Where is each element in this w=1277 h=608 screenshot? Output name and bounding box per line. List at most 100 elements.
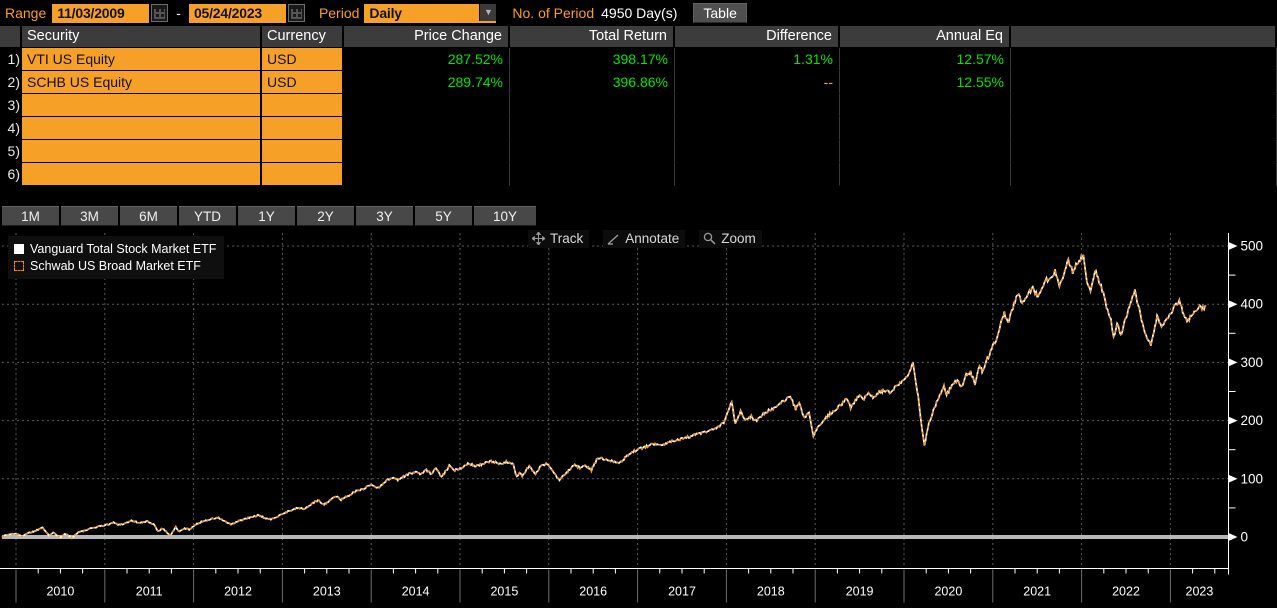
- track-label: Track: [550, 231, 584, 246]
- track-icon: [532, 232, 545, 245]
- security-input[interactable]: [22, 140, 262, 163]
- annual-eq-value: [840, 163, 1011, 186]
- table-row: 5): [0, 140, 1277, 163]
- filler-cell: [1011, 71, 1277, 94]
- price-change-value: [344, 140, 510, 163]
- white-swatch-icon: [14, 243, 24, 254]
- period-button-2y[interactable]: 2Y: [297, 206, 354, 226]
- currency-input[interactable]: [262, 140, 344, 163]
- table-row: 2) SCHB US Equity USD 289.74% 396.86% -- 12.55…: [0, 71, 1277, 94]
- track-tool[interactable]: Track: [528, 230, 590, 248]
- table-button[interactable]: Table: [693, 3, 747, 23]
- svg-text:2018: 2018: [757, 585, 785, 599]
- svg-text:200: 200: [1241, 413, 1264, 428]
- period-label: Period: [318, 5, 360, 21]
- difference-value: [675, 94, 840, 117]
- period-dropdown-value: Daily: [369, 5, 402, 21]
- period-count-value: 4950 Day(s): [601, 5, 678, 21]
- security-input[interactable]: [22, 163, 262, 186]
- svg-text:2011: 2011: [136, 585, 163, 599]
- annotate-icon: [607, 233, 619, 245]
- period-button-3y[interactable]: 3Y: [356, 206, 413, 226]
- row-number: 6): [0, 163, 22, 186]
- period-button-1y[interactable]: 1Y: [238, 206, 295, 226]
- filler-cell: [1011, 48, 1277, 71]
- difference-value: --: [675, 71, 840, 94]
- svg-text:400: 400: [1241, 297, 1264, 312]
- annual-eq-value: [840, 94, 1011, 117]
- orange-dashed-swatch-icon: [14, 260, 24, 271]
- period-dropdown[interactable]: Daily ▼: [364, 3, 497, 23]
- svg-text:2019: 2019: [846, 585, 874, 599]
- svg-text:2021: 2021: [1023, 585, 1051, 599]
- legend-item-schwab[interactable]: Schwab US Broad Market ETF: [14, 257, 216, 274]
- period-button-6m[interactable]: 6M: [120, 206, 177, 226]
- calendar-icon[interactable]: [151, 4, 169, 22]
- chevron-down-icon[interactable]: ▼: [479, 3, 497, 21]
- chart-toolbar: Track Annotate Zoom: [528, 230, 762, 248]
- annual-eq-value: [840, 117, 1011, 140]
- top-bar: Range 11/03/2009 - 05/24/2023 Period Dai…: [0, 0, 1277, 26]
- filler-cell: [1011, 94, 1277, 117]
- row-number: 4): [0, 117, 22, 140]
- price-change-value: 287.52%: [344, 48, 510, 71]
- total-return-value: [510, 117, 675, 140]
- col-header-filler: [1011, 26, 1277, 48]
- chart-legend: Vanguard Total Stock Market ETF Schwab U…: [8, 236, 225, 279]
- currency-input[interactable]: [262, 117, 344, 140]
- range-start-input[interactable]: 11/03/2009: [52, 3, 150, 23]
- zoom-icon: [704, 232, 716, 245]
- security-input[interactable]: [22, 94, 262, 117]
- currency-input[interactable]: [262, 163, 344, 186]
- chart-canvas[interactable]: 0 100 200 300 400 500 2010 2011 2012 2013 2014 2015…: [0, 228, 1277, 608]
- currency-input[interactable]: USD: [262, 48, 344, 71]
- svg-text:2020: 2020: [934, 585, 962, 599]
- total-return-value: [510, 94, 675, 117]
- table-row: 4): [0, 117, 1277, 140]
- filler-cell: [1011, 163, 1277, 186]
- price-change-value: [344, 163, 510, 186]
- range-end-input[interactable]: 05/24/2023: [188, 3, 286, 23]
- security-input[interactable]: [22, 117, 262, 140]
- svg-text:2012: 2012: [224, 585, 252, 599]
- difference-value: [675, 117, 840, 140]
- filler-cell: [1011, 117, 1277, 140]
- table-header-row: Security Currency Price Change Total Ret…: [0, 26, 1277, 48]
- difference-value: [675, 163, 840, 186]
- zoom-tool[interactable]: Zoom: [699, 230, 762, 248]
- chart-panel: 0 100 200 300 400 500 2010 2011 2012 2013 2014 2015…: [0, 228, 1277, 608]
- svg-text:2013: 2013: [313, 585, 341, 599]
- col-header-security: Security: [22, 26, 262, 48]
- annual-eq-value: 12.55%: [840, 71, 1011, 94]
- row-number: 1): [0, 48, 22, 71]
- currency-input[interactable]: USD: [262, 71, 344, 94]
- annotate-tool[interactable]: Annotate: [603, 230, 686, 248]
- legend-label: Schwab US Broad Market ETF: [30, 258, 201, 273]
- period-button-1m[interactable]: 1M: [2, 206, 59, 226]
- svg-text:0: 0: [1241, 530, 1249, 545]
- svg-text:2016: 2016: [579, 585, 607, 599]
- annual-eq-value: 12.57%: [840, 48, 1011, 71]
- total-return-value: [510, 163, 675, 186]
- period-button-5y[interactable]: 5Y: [415, 206, 472, 226]
- svg-text:2017: 2017: [668, 585, 696, 599]
- col-header-price-change: Price Change: [344, 26, 510, 48]
- calendar-icon[interactable]: [287, 4, 305, 22]
- svg-text:2023: 2023: [1186, 585, 1214, 599]
- difference-value: [675, 140, 840, 163]
- security-input[interactable]: SCHB US Equity: [22, 71, 262, 94]
- table-row: 3): [0, 94, 1277, 117]
- period-button-ytd[interactable]: YTD: [179, 206, 236, 226]
- row-number: 2): [0, 71, 22, 94]
- table-row: 1) VTI US Equity USD 287.52% 398.17% 1.31% 12.…: [0, 48, 1277, 71]
- total-return-value: [510, 140, 675, 163]
- currency-input[interactable]: [262, 94, 344, 117]
- period-button-3m[interactable]: 3M: [61, 206, 118, 226]
- period-button-10y[interactable]: 10Y: [474, 206, 536, 226]
- zoom-label: Zoom: [721, 231, 756, 246]
- svg-text:2014: 2014: [402, 585, 430, 599]
- security-input[interactable]: VTI US Equity: [22, 48, 262, 71]
- price-change-value: [344, 94, 510, 117]
- svg-text:100: 100: [1241, 471, 1264, 486]
- legend-item-vanguard[interactable]: Vanguard Total Stock Market ETF: [14, 240, 216, 257]
